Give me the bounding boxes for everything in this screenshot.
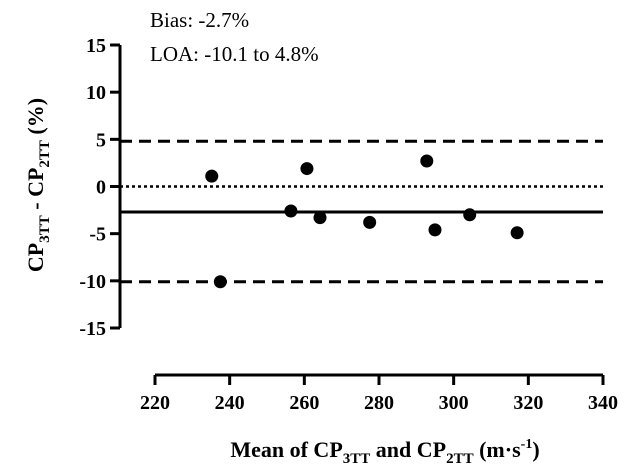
y-axis-title: CP3TT - CP2TT (%) xyxy=(23,98,53,272)
data-points xyxy=(205,154,524,289)
reference-lines xyxy=(120,139,603,284)
x-tick-label: 340 xyxy=(588,392,618,414)
data-point xyxy=(313,211,327,225)
data-point xyxy=(213,275,227,289)
x-axis: 220 240 260 280 300 320 340 xyxy=(140,373,618,414)
y-tick-label: -10 xyxy=(79,271,106,293)
y-tick-label: 0 xyxy=(96,177,106,199)
x-tick-label: 220 xyxy=(140,392,170,414)
data-point xyxy=(205,169,219,183)
y-tick-label: 10 xyxy=(86,82,106,104)
x-axis-title: Mean of CP3TT and CP2TT (m·s-1) xyxy=(230,437,539,466)
x-tick-label: 320 xyxy=(513,392,543,414)
data-point xyxy=(420,154,434,168)
y-tick-label: -5 xyxy=(89,224,106,246)
x-tick-label: 240 xyxy=(215,392,245,414)
x-tick-label: 300 xyxy=(439,392,469,414)
data-point xyxy=(428,223,442,237)
y-tick-label: 15 xyxy=(86,35,106,57)
x-tick-label: 260 xyxy=(289,392,319,414)
x-tick-label: 280 xyxy=(364,392,394,414)
data-point xyxy=(300,162,314,176)
data-point xyxy=(510,226,524,240)
bias-annotation: Bias: -2.7% xyxy=(150,8,249,32)
data-point xyxy=(284,204,298,218)
data-point xyxy=(363,215,377,229)
y-tick-label: 5 xyxy=(96,129,106,151)
y-tick-label: -15 xyxy=(79,318,106,340)
data-point xyxy=(463,208,477,222)
loa-annotation: LOA: -10.1 to 4.8% xyxy=(150,42,319,66)
y-axis: 15 10 5 0 -5 -10 -15 xyxy=(79,35,122,340)
